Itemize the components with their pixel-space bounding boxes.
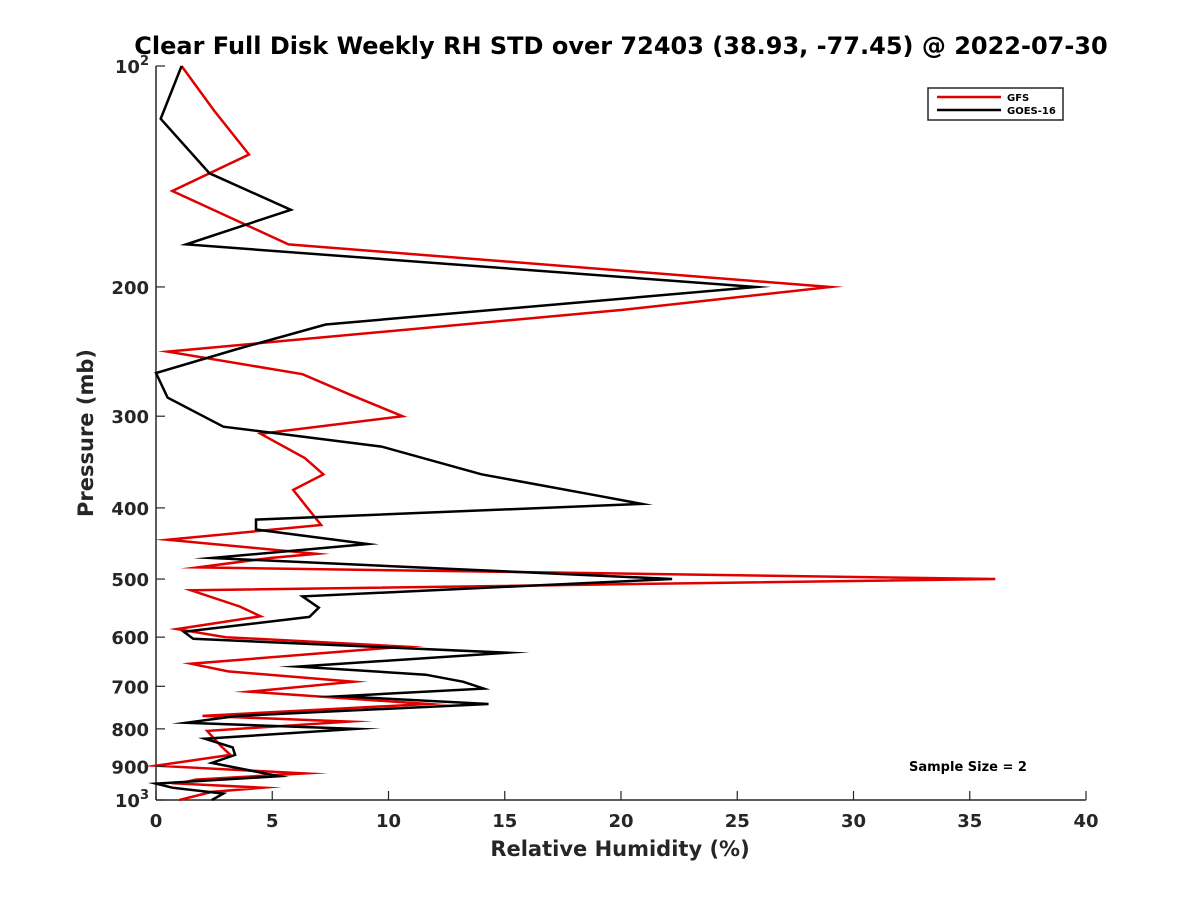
x-tick-label: 0 <box>150 811 163 832</box>
legend-label-gfs: GFS <box>1007 93 1029 104</box>
series-line-gfs <box>143 65 996 802</box>
y-tick-label: 800 <box>111 720 149 741</box>
x-tick-label: 10 <box>376 811 401 832</box>
y-tick-label: 200 <box>111 278 149 299</box>
x-tick-label: 30 <box>841 811 866 832</box>
y-tick-label: 600 <box>111 628 149 649</box>
x-tick-label: 15 <box>492 811 517 832</box>
y-tick-label: 500 <box>111 570 149 591</box>
legend-box <box>927 87 1064 121</box>
x-tick-label: 35 <box>957 811 982 832</box>
y-tick-label: 102 <box>115 54 149 78</box>
series-layer <box>143 65 996 802</box>
legend: GFS GOES-16 <box>927 87 1064 121</box>
y-tick-label: 900 <box>111 757 149 778</box>
legend-label-goes16: GOES-16 <box>1007 106 1056 117</box>
chart-title: Clear Full Disk Weekly RH STD over 72403… <box>134 32 1107 60</box>
sample-size-annotation: Sample Size = 2 <box>909 760 1027 775</box>
x-tick-label: 40 <box>1073 811 1098 832</box>
y-axis-label: Pressure (mb) <box>74 349 98 517</box>
x-tick-label: 20 <box>608 811 633 832</box>
series-line-goes16 <box>147 65 772 802</box>
x-tick-label: 25 <box>725 811 750 832</box>
y-tick-label: 700 <box>111 677 149 698</box>
y-tick-label: 400 <box>111 499 149 520</box>
tick-layer: 0 5 10 15 20 25 30 35 40 102 200 300 400 500 600 700 800… <box>111 54 1098 832</box>
plot-axes <box>155 66 1086 801</box>
y-tick-label: 103 <box>115 788 149 812</box>
x-tick-label: 5 <box>266 811 279 832</box>
x-axis-label: Relative Humidity (%) <box>490 837 749 861</box>
y-tick-label: 300 <box>111 407 149 428</box>
